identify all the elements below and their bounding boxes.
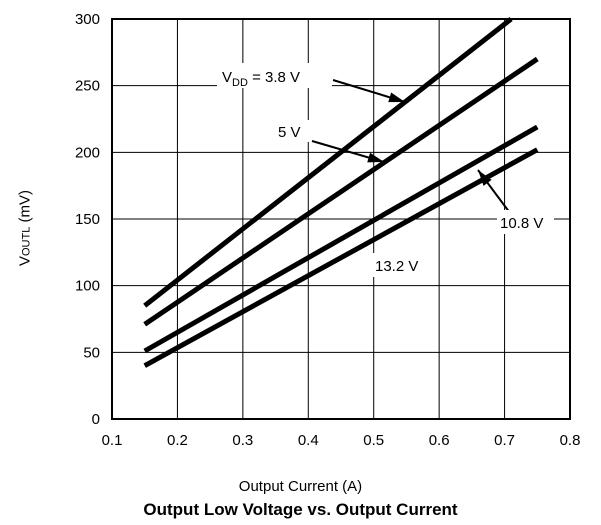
series-line-2 [143,124,539,354]
x-tick-label-3: 0.4 [298,432,319,449]
series-line-0 [143,17,513,308]
annotation-3v8-sub: DD [232,77,248,89]
y-tick-label-0: 0 [92,411,100,428]
x-tick-label-7: 0.8 [560,432,581,449]
annotation-10v8: 10.8 V [500,215,543,232]
x-tick-label-6: 0.7 [494,432,515,449]
x-tick-label-0: 0.1 [102,432,123,449]
y-axis-label: VOUTL (mV) [5,190,45,266]
annotation-arrow-10v8-head [478,170,492,186]
y-tick-label-2: 100 [75,278,100,295]
annotation-3v8-prefix: V [222,69,232,86]
annotation-bg-3v8 [217,63,332,88]
y-axis-label-prefix: V [16,256,34,267]
y-axis-label-suffix: (mV) [16,189,34,227]
y-tick-label-1: 50 [83,344,100,361]
x-tick-label-4: 0.5 [363,432,384,449]
annotation-bg-5v [274,120,310,142]
annotation-bg-13v2 [371,253,433,277]
y-tick-label-4: 200 [75,144,100,161]
x-tick-label-2: 0.3 [232,432,253,449]
annotation-3v8: VDD = 3.8 V [222,69,300,89]
x-tick-label-1: 0.2 [167,432,188,449]
y-axis-label-sub: OUTL [20,226,33,256]
x-axis-label: Output Current (A) [238,478,363,495]
chart-svg: 0.1 0.2 0.3 0.4 0.5 0.6 0.7 0.8 0 50 100 150 200 250 3… [75,11,580,449]
annotation-5v: 5 V [278,124,301,141]
chart-title: Output Low Voltage vs. Output Current [143,500,458,519]
x-tick-label-5: 0.6 [429,432,450,449]
annotation-arrow-3v8-head [388,92,405,103]
tick-labels: 0.1 0.2 0.3 0.4 0.5 0.6 0.7 0.8 0 50 100 150 200 250 3… [75,11,580,449]
plot-frame [111,18,571,420]
annotation-3v8-suffix: = 3.8 V [248,69,300,86]
y-tick-label-5: 250 [75,78,100,95]
y-tick-label-3: 150 [75,211,100,228]
annotation-arrow-5v-head [367,152,384,163]
annotation-arrows [311,79,511,214]
series-line-1 [143,56,539,327]
annotation-bg-10v8 [497,210,554,234]
series-line-3 [143,147,539,368]
y-tick-label-6: 300 [75,11,100,28]
annotation-13v2: 13.2 V [375,258,418,275]
series-lines [143,17,539,368]
